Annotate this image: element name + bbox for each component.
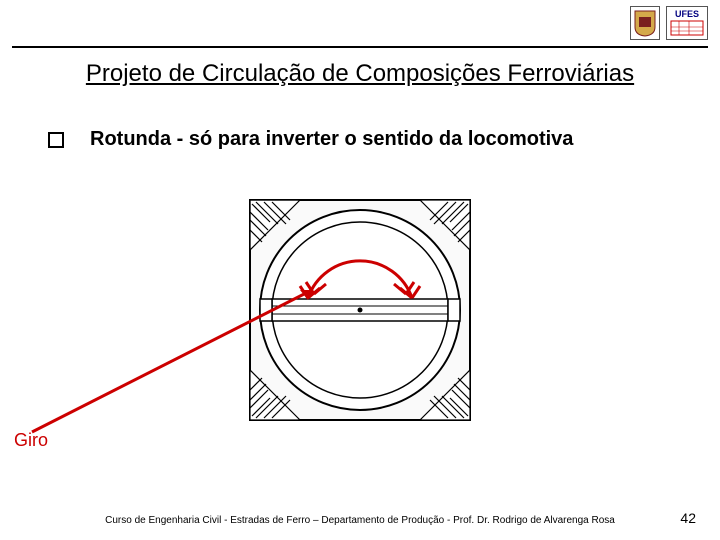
header-logos: UFES: [630, 6, 708, 40]
logo-ufes: UFES: [666, 6, 708, 40]
header-divider: [12, 46, 708, 48]
bullet-square-icon: [48, 132, 64, 148]
page-number: 42: [680, 510, 696, 526]
giro-label: Giro: [14, 430, 48, 451]
page-title: Projeto de Circulação de Composições Fer…: [0, 60, 720, 88]
bullet-text: Rotunda - só para inverter o sentido da …: [90, 128, 573, 151]
rotunda-diagram: [230, 190, 490, 430]
bullet-row: Rotunda - só para inverter o sentido da …: [48, 128, 573, 151]
footer-text: Curso de Engenharia Civil - Estradas de …: [0, 515, 720, 526]
logo-shield: [630, 6, 660, 40]
